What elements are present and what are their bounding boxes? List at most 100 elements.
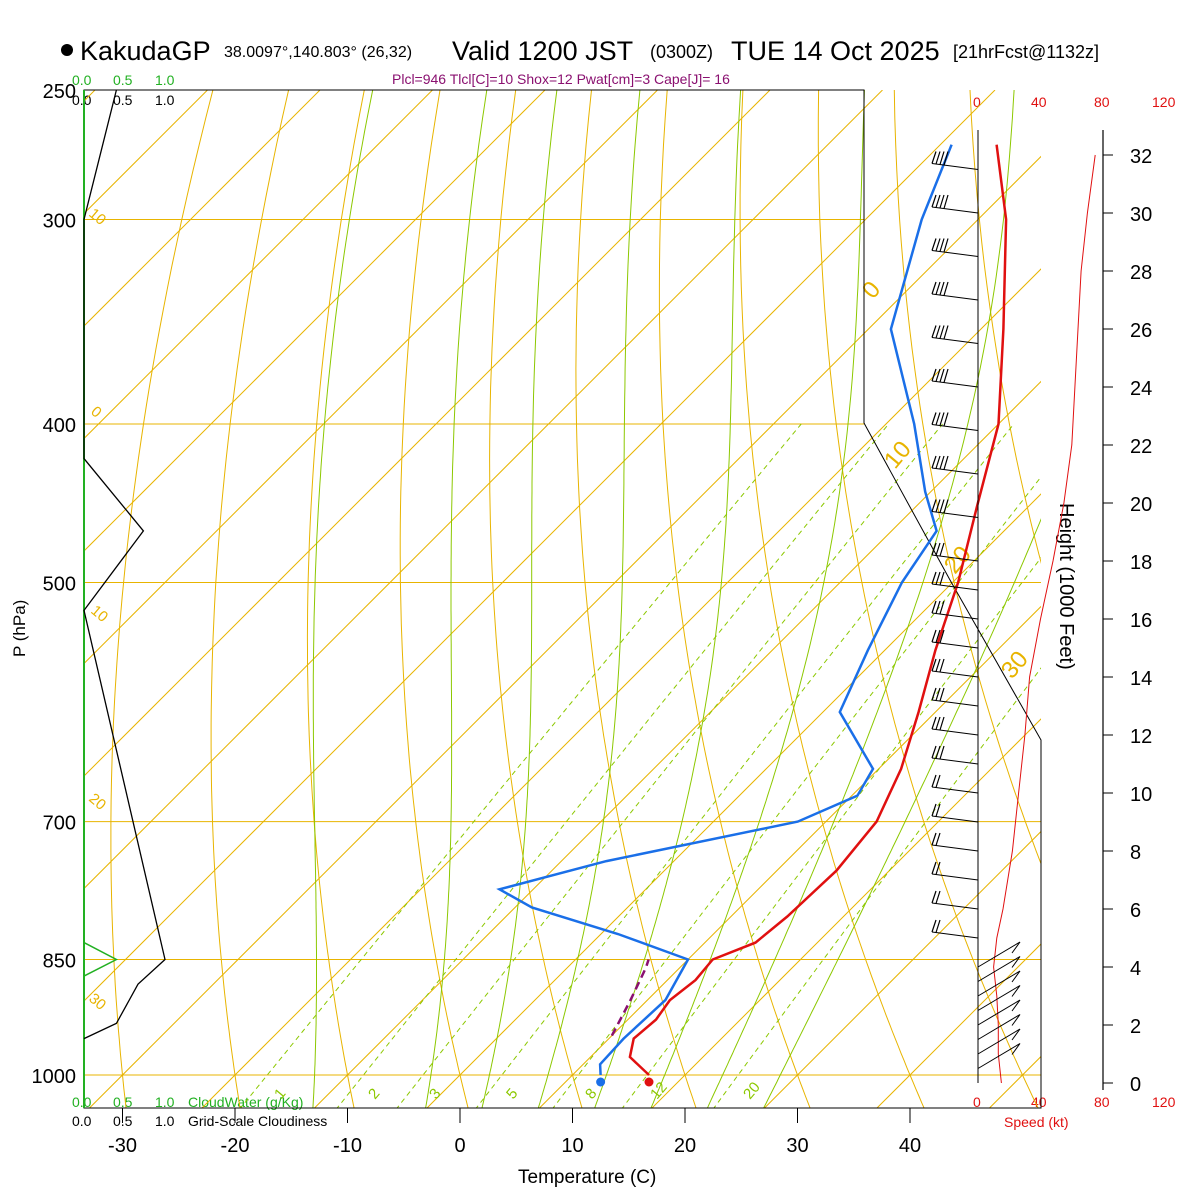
pressure-tick-label: 850: [43, 951, 76, 973]
isotherm: [84, 90, 996, 1002]
x-tick-label: -30: [108, 1135, 137, 1157]
speed-scale-top-1: 40: [1031, 94, 1047, 110]
moist-adiabat: [594, 90, 742, 1108]
wind-barb-staff: [931, 902, 979, 910]
wind-barb-flag: [939, 281, 945, 296]
mixing-ratio-label: 5: [503, 1085, 521, 1102]
wind-barb-flag: [931, 774, 937, 788]
wind-barb-flag: [939, 151, 945, 165]
wind-barb-staff: [931, 554, 979, 562]
mixing-ratio-label: 3: [426, 1085, 444, 1102]
height-axis-label: Height (1000 Feet): [1055, 503, 1077, 670]
pressure-axis-label: P (hPa): [10, 600, 29, 657]
sounding-indices: Plcl=946 Tlcl[C]=10 Shox=12 Pwat[cm]=3 C…: [392, 71, 730, 87]
cloudiness-label: Grid-Scale Cloudiness: [188, 1113, 327, 1129]
mixing-ratio-line: [475, 423, 1015, 1108]
wind-barb: [931, 716, 979, 736]
cloudwater-scale-top-2: 1.0: [155, 72, 175, 88]
wind-barb-flag: [939, 716, 945, 731]
wind-barb-flag: [1011, 1014, 1021, 1026]
cloudiness-scale-top-0: 0.0: [72, 92, 92, 108]
wind-barb-flag: [943, 194, 949, 209]
wind-barb-staff: [977, 985, 1021, 1011]
height-tick-label: 20: [1130, 494, 1152, 516]
wind-barb-flag: [943, 151, 949, 166]
x-tick-label: 0: [454, 1135, 465, 1157]
height-tick-label: 8: [1130, 842, 1141, 864]
wind-barb-staff: [931, 757, 979, 765]
isotherm: [989, 1055, 1041, 1108]
wind-barb: [931, 600, 979, 620]
wind-barb: [931, 658, 979, 678]
x-tick-label: 20: [674, 1135, 696, 1157]
isotherm-label: 10: [87, 602, 111, 626]
wind-barb-flag: [935, 600, 941, 614]
wind-barb-staff: [977, 956, 1021, 982]
dry-adiabat: [893, 90, 1041, 866]
wind-barb-flag: [931, 499, 937, 512]
wind-speed-line: [993, 154, 1096, 1084]
isotherm-label: 30: [996, 646, 1034, 684]
cloudiness-scale-top-1: 0.5: [113, 92, 133, 108]
wind-barb-flag: [935, 803, 941, 817]
isotherm: [201, 268, 1041, 1108]
pressure-tick-label: 250: [43, 81, 76, 103]
wind-barb-flag: [931, 890, 937, 904]
mixing-ratio-line: [336, 423, 889, 1108]
speed-scale-top-0: 0: [973, 94, 981, 110]
dry-adiabat: [399, 90, 469, 1108]
isotherm: [651, 718, 1041, 1108]
wind-barb-flag: [935, 861, 941, 875]
cloudwater-scale-bottom-2: 1.0: [155, 1094, 175, 1110]
wind-barb: [931, 151, 979, 170]
height-tick-label: 10: [1130, 784, 1152, 806]
wind-barb-flag: [935, 151, 941, 165]
wind-barb-staff: [931, 250, 979, 257]
wind-barb: [977, 1014, 1021, 1040]
height-tick-label: 30: [1130, 204, 1152, 226]
wind-barb-flag: [931, 412, 937, 425]
height-tick-label: 32: [1130, 146, 1152, 168]
wind-barb-flag: [935, 774, 941, 788]
temperature-line: [628, 144, 1008, 1076]
thermo-grid: [84, 90, 1041, 1108]
pressure-tick-label: 400: [43, 415, 76, 437]
wind-barb: [931, 890, 979, 910]
wind-barb: [977, 970, 1021, 997]
moist-adiabat: [481, 90, 558, 1108]
height-tick-label: 0: [1130, 1074, 1141, 1096]
wind-barb-staff: [931, 380, 979, 388]
wind-barb-staff: [931, 583, 979, 591]
wind-barb-flag: [1011, 956, 1021, 968]
wind-barb-staff: [931, 699, 979, 707]
isotherm: [84, 90, 883, 890]
isotherm-label: 0: [87, 403, 104, 421]
plot-border: [83, 89, 1042, 1109]
height-tick-label: 18: [1130, 552, 1152, 574]
wind-barb-flag: [939, 600, 945, 615]
cloudiness-scale-bottom-0: 0.0: [72, 1113, 92, 1129]
wind-barb: [977, 1028, 1021, 1055]
wind-barb-flag: [1011, 985, 1021, 997]
wind-barb-flag: [1011, 941, 1021, 954]
pressure-tick-label: 300: [43, 211, 76, 233]
cloudiness-scale-top-2: 1.0: [155, 92, 175, 108]
wind-barb-flag: [931, 803, 937, 817]
height-tick-label: 14: [1130, 668, 1152, 690]
wind-barb-flag: [939, 571, 945, 586]
isotherm: [84, 90, 771, 777]
moist-adiabat: [706, 90, 1015, 1108]
wind-barb: [931, 499, 979, 518]
isotherm: [426, 493, 1041, 1108]
wind-barb-flag: [931, 455, 937, 469]
wind-barb-staff: [931, 612, 979, 620]
wind-barb-flag: [935, 325, 941, 339]
wind-barb-flag: [935, 412, 941, 426]
wind-barb-flag: [935, 832, 941, 846]
cloudiness-scale-bottom-2: 1.0: [155, 1113, 175, 1129]
speed-scale-bottom-3: 120: [1152, 1094, 1176, 1110]
moist-adiabat: [312, 90, 374, 1108]
wind-barb-staff: [931, 424, 979, 431]
mixing-ratio-line: [713, 667, 1041, 1108]
wind-barb-flag: [939, 658, 945, 673]
